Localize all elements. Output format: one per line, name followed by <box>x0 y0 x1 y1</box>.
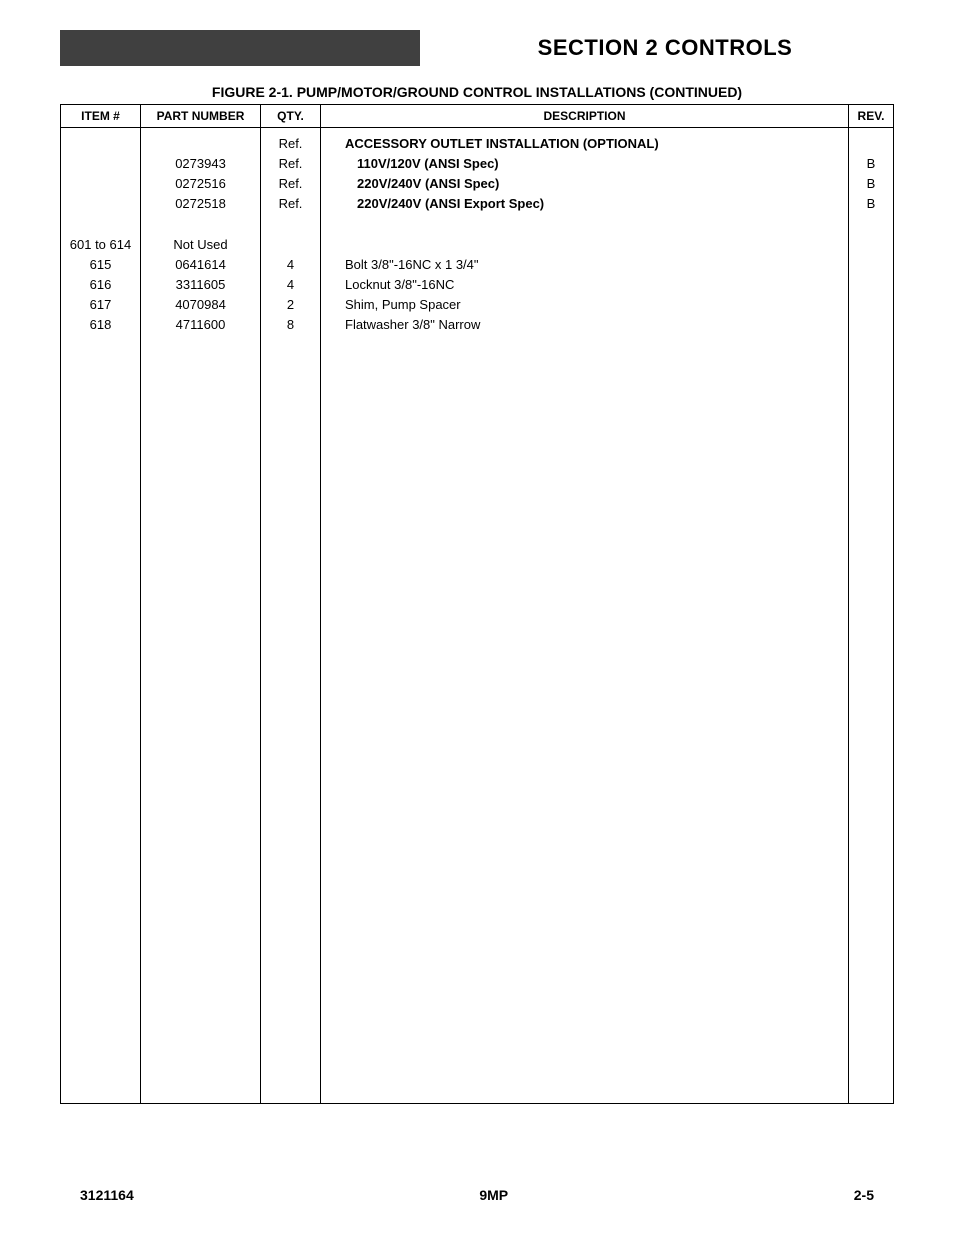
cell-rev: B <box>857 154 885 174</box>
col-rev: BBB <box>849 128 893 1103</box>
section-title: SECTION 2 CONTROLS <box>420 35 894 61</box>
cell-item: 617 <box>69 295 132 315</box>
cell-item <box>69 174 132 194</box>
col-item: 601 to 614615616617618 <box>61 128 141 1103</box>
table-header-row: ITEM # PART NUMBER QTY. DESCRIPTION REV. <box>61 105 893 128</box>
cell-part: 3311605 <box>149 275 252 295</box>
cell-item: 615 <box>69 255 132 275</box>
cell-part: 0272516 <box>149 174 252 194</box>
page-footer: 3121164 9MP 2-5 <box>80 1187 874 1203</box>
cell-qty: 8 <box>269 315 312 335</box>
footer-left: 3121164 <box>80 1187 134 1203</box>
footer-right: 2-5 <box>854 1187 874 1203</box>
parts-table: ITEM # PART NUMBER QTY. DESCRIPTION REV.… <box>60 104 894 1104</box>
cell-part: 4711600 <box>149 315 252 335</box>
cell-desc: Locknut 3/8"-16NC <box>345 275 840 295</box>
cell-desc: ACCESSORY OUTLET INSTALLATION (OPTIONAL) <box>345 134 840 154</box>
th-rev: REV. <box>849 105 893 127</box>
cell-part: 0641614 <box>149 255 252 275</box>
page-header: SECTION 2 CONTROLS <box>60 30 894 66</box>
cell-desc: 110V/120V (ANSI Spec) <box>345 154 840 174</box>
th-item: ITEM # <box>61 105 141 127</box>
cell-desc <box>345 235 840 255</box>
cell-part <box>149 134 252 154</box>
cell-qty: Ref. <box>269 194 312 214</box>
cell-rev <box>857 315 885 335</box>
cell-desc: Bolt 3/8"-16NC x 1 3/4" <box>345 255 840 275</box>
cell-rev <box>857 275 885 295</box>
cell-rev: B <box>857 194 885 214</box>
cell-rev <box>857 295 885 315</box>
th-desc: DESCRIPTION <box>321 105 849 127</box>
cell-desc: 220V/240V (ANSI Spec) <box>345 174 840 194</box>
cell-item <box>69 134 132 154</box>
cell-item <box>69 154 132 174</box>
table-blank-cell <box>269 215 312 235</box>
cell-rev: B <box>857 174 885 194</box>
cell-item: 618 <box>69 315 132 335</box>
cell-desc: Flatwasher 3/8" Narrow <box>345 315 840 335</box>
table-blank-cell <box>149 215 252 235</box>
table-blank-cell <box>69 215 132 235</box>
cell-part: 0272518 <box>149 194 252 214</box>
cell-desc: 220V/240V (ANSI Export Spec) <box>345 194 840 214</box>
cell-item: 601 to 614 <box>69 235 132 255</box>
cell-qty: 4 <box>269 255 312 275</box>
cell-qty: 4 <box>269 275 312 295</box>
table-body: 601 to 614615616617618 02739430272516027… <box>61 128 893 1103</box>
page: SECTION 2 CONTROLS FIGURE 2-1. PUMP/MOTO… <box>0 0 954 1235</box>
col-desc: ACCESSORY OUTLET INSTALLATION (OPTIONAL)… <box>321 128 849 1103</box>
cell-qty: 2 <box>269 295 312 315</box>
cell-qty <box>269 235 312 255</box>
cell-item: 616 <box>69 275 132 295</box>
cell-rev <box>857 134 885 154</box>
col-part: 027394302725160272518 Not Used0641614331… <box>141 128 261 1103</box>
cell-qty: Ref. <box>269 174 312 194</box>
th-qty: QTY. <box>261 105 321 127</box>
cell-qty: Ref. <box>269 154 312 174</box>
th-part: PART NUMBER <box>141 105 261 127</box>
figure-caption: FIGURE 2-1. PUMP/MOTOR/GROUND CONTROL IN… <box>60 84 894 100</box>
cell-part: 0273943 <box>149 154 252 174</box>
cell-rev <box>857 255 885 275</box>
cell-desc: Shim, Pump Spacer <box>345 295 840 315</box>
cell-rev <box>857 235 885 255</box>
col-qty: Ref.Ref.Ref.Ref. 4428 <box>261 128 321 1103</box>
cell-part: 4070984 <box>149 295 252 315</box>
cell-qty: Ref. <box>269 134 312 154</box>
cell-item <box>69 194 132 214</box>
table-blank-cell <box>857 215 885 235</box>
table-blank-cell <box>345 215 840 235</box>
header-block <box>60 30 420 66</box>
footer-center: 9MP <box>479 1187 508 1203</box>
cell-part: Not Used <box>149 235 252 255</box>
